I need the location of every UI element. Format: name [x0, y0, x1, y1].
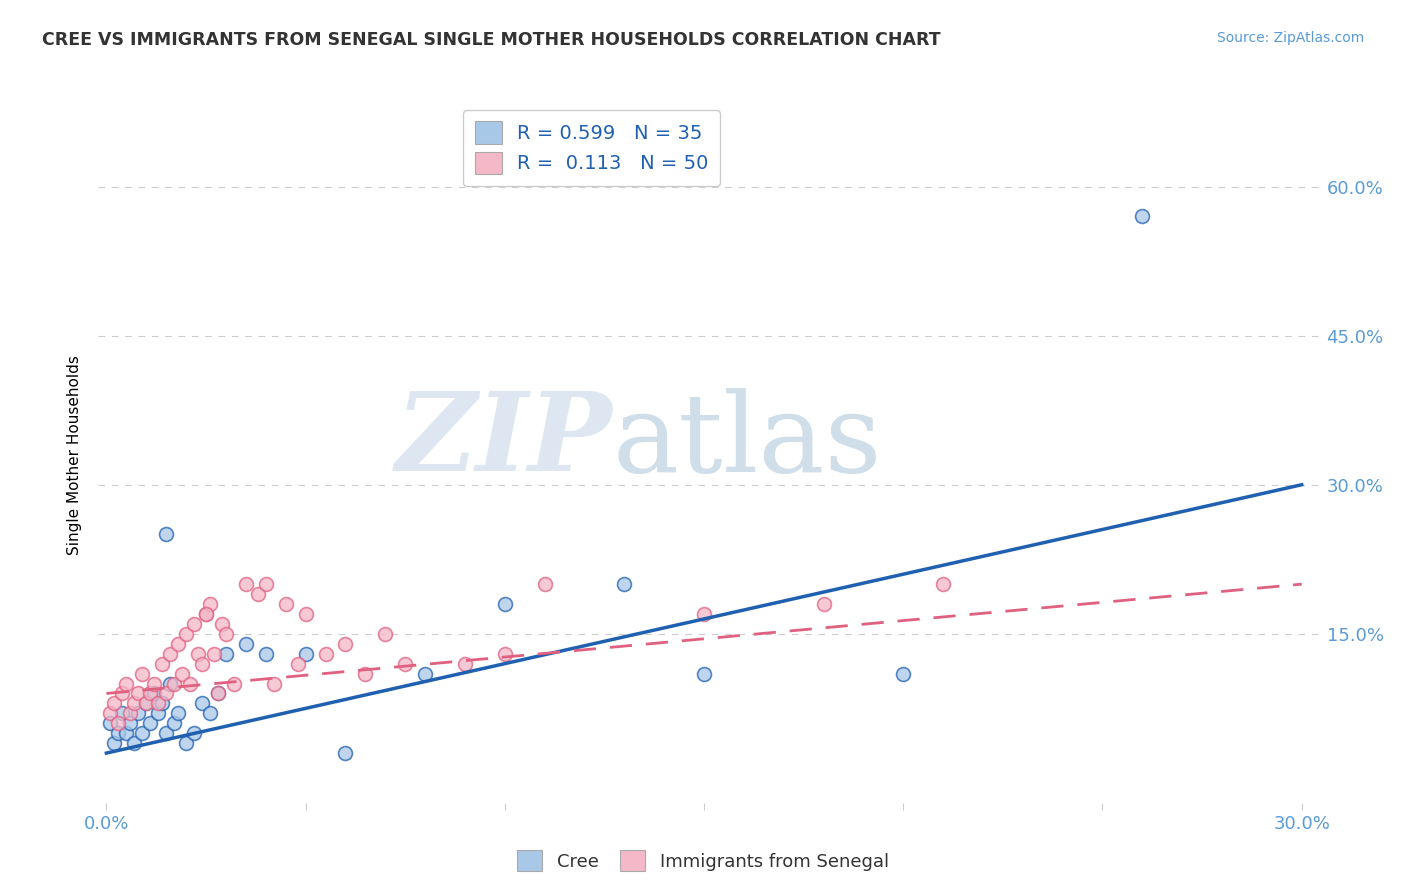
Point [315, 647, 337, 661]
Point [143, 676, 166, 690]
Point [254, 577, 277, 591]
Point [115, 726, 138, 740]
Point [187, 647, 209, 661]
Point [167, 637, 190, 651]
Legend: Cree, Immigrants from Senegal: Cree, Immigrants from Senegal [510, 843, 896, 879]
Point [143, 686, 166, 700]
Point [211, 616, 233, 631]
Point [148, 706, 170, 721]
Point [354, 666, 377, 681]
Point [195, 607, 218, 621]
Point [103, 736, 125, 750]
Point [215, 627, 238, 641]
Point [174, 627, 197, 641]
Point [107, 726, 129, 740]
Text: Source: ZipAtlas.com: Source: ZipAtlas.com [1216, 31, 1364, 45]
Point [413, 666, 436, 681]
Point [127, 686, 149, 700]
Point [131, 726, 153, 740]
Point [100, 706, 122, 721]
Point [127, 706, 149, 721]
Point [494, 597, 516, 611]
Point [294, 647, 316, 661]
Point [207, 686, 229, 700]
Point [235, 577, 257, 591]
Point [287, 657, 309, 671]
Point [693, 607, 716, 621]
Point [163, 716, 186, 731]
Point [813, 597, 835, 611]
Point [159, 676, 181, 690]
Point [120, 716, 142, 731]
Point [263, 676, 285, 690]
Point [155, 686, 177, 700]
Point [150, 657, 173, 671]
Text: atlas: atlas [612, 387, 882, 494]
Point [148, 697, 170, 711]
Y-axis label: Single Mother Households: Single Mother Households [67, 355, 83, 555]
Point [179, 676, 201, 690]
Point [215, 647, 238, 661]
Point [198, 597, 221, 611]
Point [222, 676, 245, 690]
Point [124, 736, 146, 750]
Point [139, 686, 162, 700]
Point [135, 697, 157, 711]
Point [100, 716, 122, 731]
Point [191, 697, 214, 711]
Point [103, 697, 125, 711]
Point [191, 657, 214, 671]
Point [1130, 210, 1153, 224]
Point [155, 726, 177, 740]
Point [198, 706, 221, 721]
Point [131, 666, 153, 681]
Point [155, 527, 177, 541]
Point [135, 697, 157, 711]
Point [613, 577, 636, 591]
Point [274, 597, 297, 611]
Point [167, 706, 190, 721]
Point [335, 637, 357, 651]
Legend: R = 0.599   N = 35, R =  0.113   N = 50: R = 0.599 N = 35, R = 0.113 N = 50 [463, 110, 720, 186]
Point [163, 676, 186, 690]
Point [195, 607, 218, 621]
Point [494, 647, 516, 661]
Point [111, 706, 134, 721]
Point [207, 686, 229, 700]
Point [159, 647, 181, 661]
Point [891, 666, 914, 681]
Point [454, 657, 477, 671]
Point [246, 587, 269, 601]
Point [172, 666, 194, 681]
Point [693, 666, 716, 681]
Point [115, 676, 138, 690]
Point [150, 697, 173, 711]
Point [932, 577, 955, 591]
Point [107, 716, 129, 731]
Point [183, 726, 205, 740]
Point [202, 647, 225, 661]
Point [183, 616, 205, 631]
Point [111, 686, 134, 700]
Text: CREE VS IMMIGRANTS FROM SENEGAL SINGLE MOTHER HOUSEHOLDS CORRELATION CHART: CREE VS IMMIGRANTS FROM SENEGAL SINGLE M… [42, 31, 941, 49]
Point [120, 706, 142, 721]
Point [254, 647, 277, 661]
Point [174, 736, 197, 750]
Point [294, 607, 316, 621]
Point [235, 637, 257, 651]
Point [533, 577, 555, 591]
Point [394, 657, 416, 671]
Point [139, 716, 162, 731]
Point [374, 627, 396, 641]
Text: ZIP: ZIP [395, 387, 612, 495]
Point [335, 746, 357, 760]
Point [124, 697, 146, 711]
